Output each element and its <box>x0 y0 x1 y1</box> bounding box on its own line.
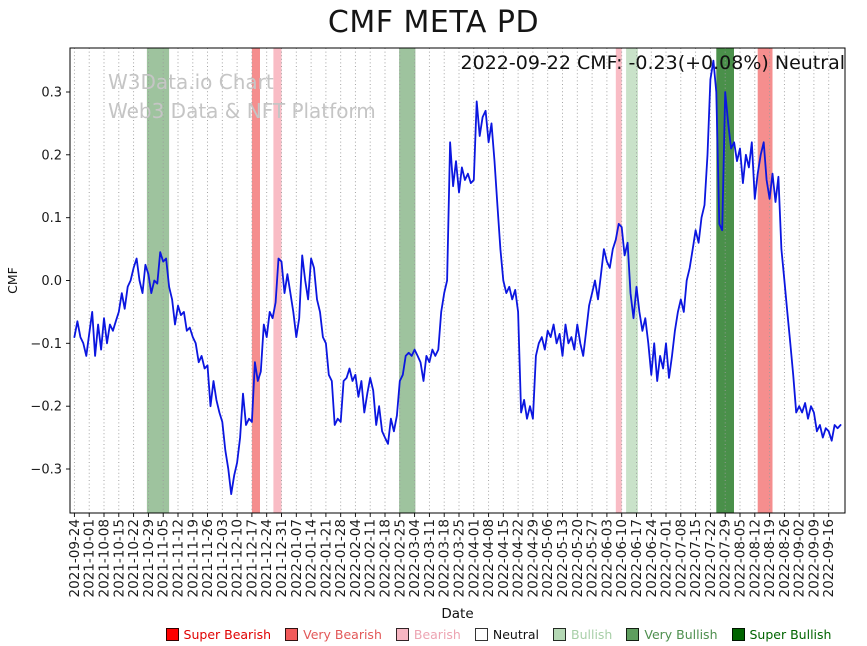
latest-value-annotation: 2022-09-22 CMF: -0.23(+0.08%) Neutral <box>460 52 845 74</box>
x-tick-label: 2022-04-15 <box>496 519 512 597</box>
legend-label-super-bullish: Super Bullish <box>749 627 832 642</box>
legend-item-very-bearish: Very Bearish <box>285 627 382 642</box>
x-tick-label: 2022-04-08 <box>481 519 497 597</box>
y-tick-label: 0.1 <box>41 211 62 226</box>
legend-label-very-bearish: Very Bearish <box>303 627 382 642</box>
signal-band-very_bullish <box>399 48 416 513</box>
x-tick-label: 2022-07-22 <box>703 519 719 597</box>
x-tick-label: 2022-01-21 <box>318 519 334 597</box>
x-tick-label: 2021-10-08 <box>97 519 113 597</box>
x-axis-label: Date <box>441 606 473 622</box>
legend-swatch-very-bullish <box>626 628 640 641</box>
x-tick-label: 2021-12-17 <box>244 519 260 597</box>
x-tick-label: 2021-11-26 <box>200 519 216 597</box>
x-tick-label: 2022-07-15 <box>688 519 704 597</box>
x-tick-label: 2022-01-28 <box>333 519 349 597</box>
x-tick-label: 2022-02-25 <box>392 519 408 597</box>
legend-item-super-bearish: Super Bearish <box>165 627 272 642</box>
x-tick-label: 2022-06-24 <box>644 519 660 597</box>
legend-label-bullish: Bullish <box>571 627 613 642</box>
x-tick-label: 2022-04-29 <box>525 519 541 597</box>
legend-swatch-super-bearish <box>165 628 179 641</box>
x-tick-label: 2022-04-01 <box>466 519 482 597</box>
x-tick-label: 2022-09-16 <box>821 519 837 597</box>
y-tick-label: −0.2 <box>30 400 62 415</box>
y-axis-label: CMF <box>5 267 20 294</box>
x-tick-label: 2022-08-26 <box>777 519 793 597</box>
x-tick-label: 2022-02-11 <box>363 519 379 597</box>
x-tick-label: 2022-01-14 <box>304 519 320 597</box>
legend-swatch-neutral <box>474 628 488 641</box>
y-tick-label: 0.3 <box>41 86 62 101</box>
y-tick-label: 0.0 <box>41 274 62 289</box>
x-tick-label: 2022-05-13 <box>555 519 571 597</box>
x-tick-label: 2022-06-17 <box>629 519 645 597</box>
x-tick-label: 2022-09-02 <box>792 519 808 597</box>
x-tick-label: 2022-08-19 <box>762 519 778 597</box>
x-tick-label: 2021-10-29 <box>141 519 157 597</box>
x-tick-label: 2022-03-18 <box>437 519 453 597</box>
x-tick-label: 2021-11-19 <box>185 519 201 597</box>
x-tick-label: 2022-07-01 <box>659 519 675 597</box>
x-tick-label: 2022-09-09 <box>806 519 822 597</box>
x-tick-label: 2022-06-03 <box>599 519 615 597</box>
legend-swatch-bearish <box>395 628 409 641</box>
signal-band-bullish <box>626 48 638 513</box>
legend-swatch-bullish <box>553 628 566 641</box>
cmf-line <box>73 59 842 496</box>
legend-item-bullish: Bullish <box>553 627 612 642</box>
x-tick-label: 2022-08-05 <box>733 519 749 597</box>
x-tick-label: 2022-03-11 <box>422 519 438 597</box>
x-tick-label: 2021-12-10 <box>230 519 246 597</box>
x-tick-label: 2021-12-03 <box>215 519 231 597</box>
watermark-line-1: W3Data.io Chart <box>108 70 274 94</box>
x-tick-label: 2022-01-07 <box>289 519 305 597</box>
y-tick-label: −0.1 <box>30 337 62 352</box>
legend-swatch-super-bullish <box>731 628 745 641</box>
x-tick-label: 2022-02-18 <box>378 519 394 597</box>
watermark: W3Data.io Chart Web3 Data & NFT Platform <box>108 68 376 126</box>
x-tick-label: 2022-07-29 <box>718 519 734 597</box>
signal-band-very_bullish_strong <box>716 48 734 513</box>
legend: Super Bearish Very Bearish Bearish Neutr… <box>130 627 867 642</box>
x-tick-label: 2021-10-22 <box>126 519 142 597</box>
x-tick-label: 2021-11-05 <box>156 519 172 597</box>
x-tick-label: 2022-08-12 <box>747 519 763 597</box>
watermark-line-2: Web3 Data & NFT Platform <box>108 99 376 123</box>
legend-swatch-very-bearish <box>285 628 299 641</box>
x-tick-label: 2022-05-06 <box>540 519 556 597</box>
x-tick-label: 2021-10-15 <box>111 519 127 597</box>
legend-label-bearish: Bearish <box>413 627 461 642</box>
legend-item-bearish: Bearish <box>395 627 461 642</box>
x-tick-label: 2022-05-20 <box>570 519 586 597</box>
x-tick-label: 2021-10-01 <box>82 519 98 597</box>
legend-item-very-bullish: Very Bullish <box>626 627 718 642</box>
x-tick-label: 2022-04-22 <box>511 519 527 597</box>
x-tick-label: 2022-03-25 <box>452 519 468 597</box>
legend-item-neutral: Neutral <box>474 627 539 642</box>
x-tick-label: 2022-07-08 <box>673 519 689 597</box>
legend-label-very-bullish: Very Bullish <box>644 627 718 642</box>
x-tick-label: 2022-02-04 <box>348 519 364 597</box>
y-tick-label: −0.3 <box>30 463 62 478</box>
x-tick-label: 2022-05-27 <box>585 519 601 597</box>
legend-label-neutral: Neutral <box>492 627 539 642</box>
x-tick-label: 2021-09-24 <box>67 519 83 597</box>
x-tick-label: 2022-06-10 <box>614 519 630 597</box>
x-tick-label: 2021-11-12 <box>171 519 187 597</box>
plot-border <box>69 47 846 514</box>
legend-label-super-bearish: Super Bearish <box>183 627 272 642</box>
signal-band-bearish <box>615 48 622 513</box>
signal-band-very_bearish <box>757 48 773 513</box>
x-tick-label: 2022-03-04 <box>407 519 423 597</box>
x-tick-label: 2021-12-24 <box>259 519 275 597</box>
x-tick-label: 2021-12-31 <box>274 519 290 597</box>
chart-title: CMF META PD <box>327 5 540 40</box>
signal-band-very_bearish <box>251 48 260 513</box>
legend-item-super-bullish: Super Bullish <box>731 627 832 642</box>
y-tick-label: 0.2 <box>41 148 62 163</box>
